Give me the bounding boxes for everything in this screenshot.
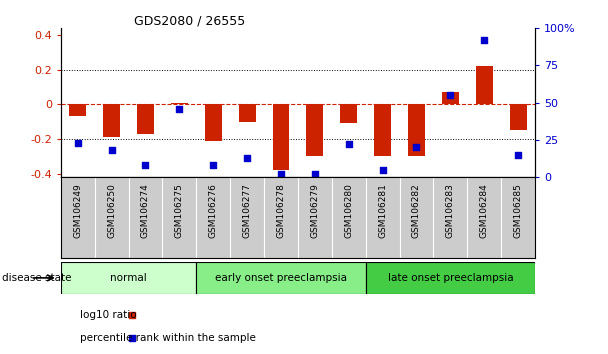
Text: GSM106284: GSM106284 <box>480 183 489 238</box>
Text: GSM106280: GSM106280 <box>344 183 353 238</box>
Bar <box>442 92 459 104</box>
Bar <box>103 104 120 137</box>
Bar <box>171 103 188 104</box>
Bar <box>374 104 391 156</box>
Point <box>63 312 73 318</box>
Text: disease state: disease state <box>2 273 71 283</box>
Point <box>310 171 320 177</box>
Text: GSM106281: GSM106281 <box>378 183 387 238</box>
Bar <box>510 104 527 130</box>
Text: GSM106279: GSM106279 <box>310 183 319 238</box>
Point <box>242 155 252 160</box>
Bar <box>272 104 289 170</box>
Point <box>107 147 117 153</box>
Bar <box>196 262 365 294</box>
Point <box>174 106 184 112</box>
Text: GSM106282: GSM106282 <box>412 183 421 238</box>
Text: GSM106275: GSM106275 <box>175 183 184 238</box>
Bar <box>205 104 222 141</box>
Text: normal: normal <box>110 273 147 283</box>
Bar <box>365 262 535 294</box>
Text: GDS2080 / 26555: GDS2080 / 26555 <box>134 14 245 27</box>
Text: GSM106283: GSM106283 <box>446 183 455 238</box>
Point <box>412 144 421 150</box>
Point <box>140 162 150 168</box>
Text: late onset preeclampsia: late onset preeclampsia <box>387 273 513 283</box>
Text: GSM106278: GSM106278 <box>277 183 286 238</box>
Bar <box>69 104 86 116</box>
Text: GSM106250: GSM106250 <box>107 183 116 238</box>
Text: percentile rank within the sample: percentile rank within the sample <box>80 333 255 343</box>
Point <box>73 140 83 145</box>
Point <box>378 167 387 172</box>
Text: GSM106249: GSM106249 <box>73 183 82 238</box>
Bar <box>238 104 255 122</box>
Point <box>276 171 286 177</box>
Bar <box>61 262 196 294</box>
Point <box>344 142 354 147</box>
Point <box>209 162 218 168</box>
Text: GSM106285: GSM106285 <box>514 183 523 238</box>
Bar <box>475 66 492 104</box>
Text: early onset preeclampsia: early onset preeclampsia <box>215 273 347 283</box>
Point <box>63 335 73 341</box>
Text: GSM106277: GSM106277 <box>243 183 252 238</box>
Bar <box>137 104 154 134</box>
Point <box>479 38 489 43</box>
Bar <box>340 104 357 124</box>
Point <box>513 152 523 158</box>
Text: GSM106276: GSM106276 <box>209 183 218 238</box>
Bar <box>306 104 323 156</box>
Text: GSM106274: GSM106274 <box>141 183 150 238</box>
Bar <box>408 104 425 156</box>
Text: log10 ratio: log10 ratio <box>80 310 136 320</box>
Point <box>446 92 455 98</box>
